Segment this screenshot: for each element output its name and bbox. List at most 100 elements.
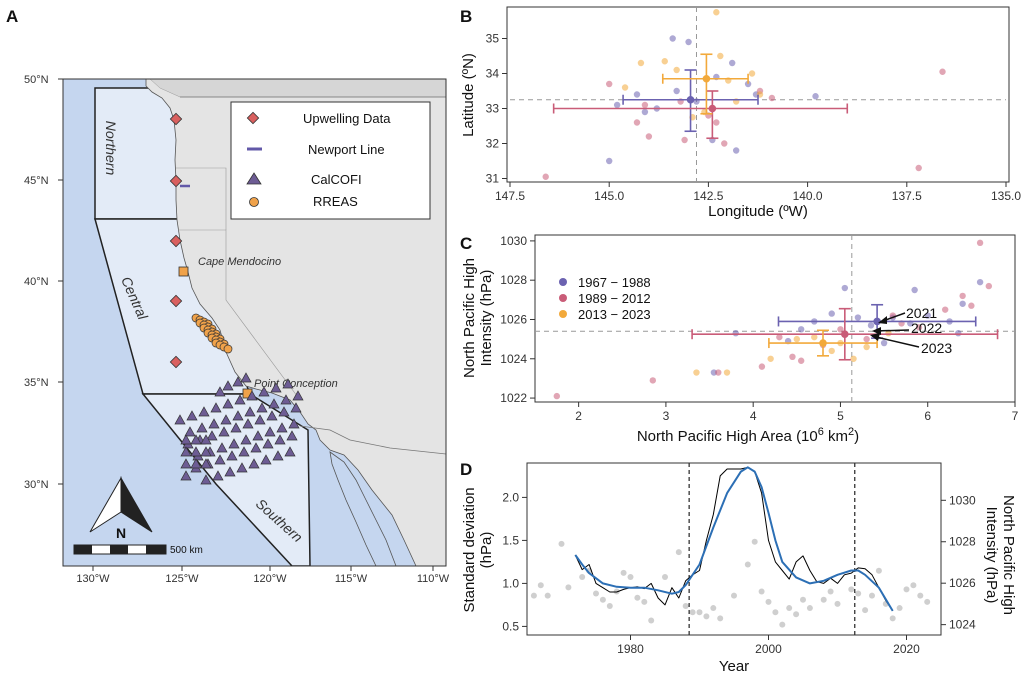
y-tick-label: 1026 [500,312,527,326]
data-point [721,140,728,147]
npa-intensity-point [848,586,855,593]
legend-rreas: RREAS [313,194,358,209]
data-point [645,133,653,140]
calcofi-station-marker [254,414,266,425]
npa-intensity-point [827,588,834,595]
data-point [633,119,641,126]
series-mean-point [873,317,881,326]
npa-intensity-point [544,592,551,599]
arrowhead-2023 [870,333,880,341]
y-tick-label: 1028 [500,273,527,287]
data-point [693,369,700,376]
border-mexico [299,425,446,455]
rreas-square-marker [178,266,189,277]
state-borders [176,167,227,230]
upwelling-station-marker [169,294,183,308]
npa-intensity-point [648,617,655,624]
data-point [837,326,844,333]
npa-intensity-point [793,611,800,618]
panel-d-frame [526,462,942,636]
data-point [959,300,966,307]
calcofi-station-marker [256,402,268,413]
calcofi-station-marker [250,442,262,453]
npa-intensity-point [634,594,641,601]
y-right-tick-label: 1028 [949,535,976,549]
panel-d-x-ticks: 1980 2000 2020 [617,635,920,656]
npa-intensity-point [530,592,537,599]
y-tick-label: 35 [486,32,500,46]
calcofi-station-marker [198,406,210,417]
npa-intensity-point [820,596,827,603]
x-tick-label: 140.0 [793,189,823,203]
calcofi-station-marker [180,446,192,457]
panel-c-legend-2: 1989 − 2012 [578,291,651,306]
panel-b-y-ticks: 31 32 33 34 35 [486,32,507,186]
npa-intensity-point [869,592,875,599]
calcofi-station-marker [270,382,282,393]
lon-tick: 125°W [165,573,199,585]
calcofi-station-marker [180,434,192,445]
npa-intensity-point [731,592,737,599]
data-point [911,286,918,294]
panel-d-y-left-title-line1: Standard deviation [461,487,478,612]
data-point [768,94,776,102]
npa-intensity-point [606,602,613,609]
x-tick-label: 147.5 [495,189,525,203]
calcofi-station-marker [226,450,238,461]
npa-intensity-point [786,605,793,612]
data-point [850,355,857,362]
npa-intensity-point [862,607,869,614]
series-mean-point [708,104,717,113]
x-tick-label: 2 [575,409,582,423]
npa-intensity-point [806,605,813,612]
calcofi-station-marker [260,454,272,465]
scale-bar: 500 km [73,544,203,556]
data-point [681,136,688,144]
calcofi-station-marker [292,390,304,401]
y-tick-label: 1022 [500,391,527,405]
calcofi-station-marker [264,426,276,437]
calcofi-station-marker [262,438,274,449]
data-point [976,278,984,286]
npa-intensity-point [558,540,565,547]
panel-label-d: D [460,460,472,479]
smoothed-sd-line [574,466,894,612]
data-point [641,108,649,116]
data-point [613,101,621,109]
calcofi-station-marker [180,470,192,481]
x-tick-label: 137.5 [892,189,922,203]
legend-dot-3 [559,310,567,318]
data-point [669,35,676,42]
data-point [880,339,888,347]
panel-label-c: C [460,234,472,253]
calcofi-station-marker [196,422,208,433]
calcofi-station-marker [214,454,226,465]
lat-tick: 45°N [24,175,49,187]
map-lon-ticks: 130°W 125°W 120°W 115°W 110°W [76,566,450,585]
x-tick-label: 1980 [617,642,644,656]
data-point [863,335,870,343]
data-point [633,91,641,98]
upwelling-station-marker [169,355,183,369]
map-panel: 50°N 45°N 40°N 35°N 30°N 130°W 125°W 120… [24,74,450,585]
panel-d-y-left-title-line2: (hPa) [478,532,495,569]
data-point [715,369,722,376]
npa-intensity-point [620,569,627,576]
data-point [758,363,766,370]
data-point [732,147,740,154]
panel-label-a: A [6,7,18,26]
x-tick-label: 2000 [755,642,782,656]
npa-intensity-point [579,573,586,580]
arrowhead-2022 [872,327,881,335]
npa-intensity-point [599,596,606,603]
y-tick-label: 2.0 [502,490,519,504]
calcofi-station-marker [174,414,186,425]
region-label-northern: Northern [103,121,119,176]
panel-label-b: B [460,7,472,26]
x-tick-label: 3 [663,409,670,423]
calcofi-station-marker [272,450,284,461]
rreas-legend-icon [249,197,259,207]
data-point [811,333,818,341]
data-point [789,353,796,361]
